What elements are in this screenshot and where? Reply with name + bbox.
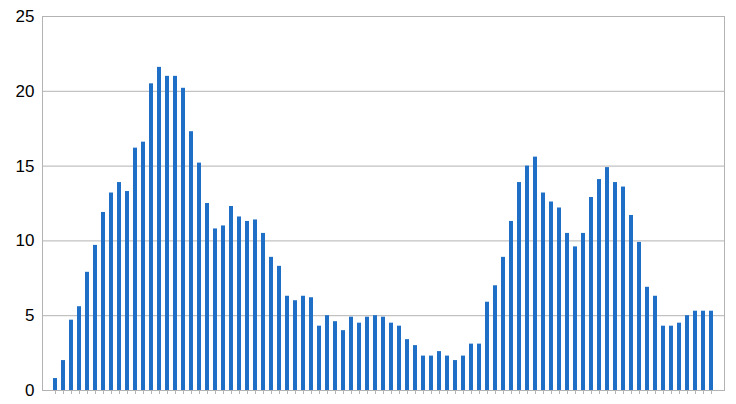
svg-text:0: 0 xyxy=(25,381,34,400)
svg-text:15: 15 xyxy=(16,157,35,176)
svg-text:25: 25 xyxy=(16,7,35,26)
svg-text:10: 10 xyxy=(16,231,35,250)
svg-text:5: 5 xyxy=(25,306,34,325)
svg-text:20: 20 xyxy=(16,82,35,101)
